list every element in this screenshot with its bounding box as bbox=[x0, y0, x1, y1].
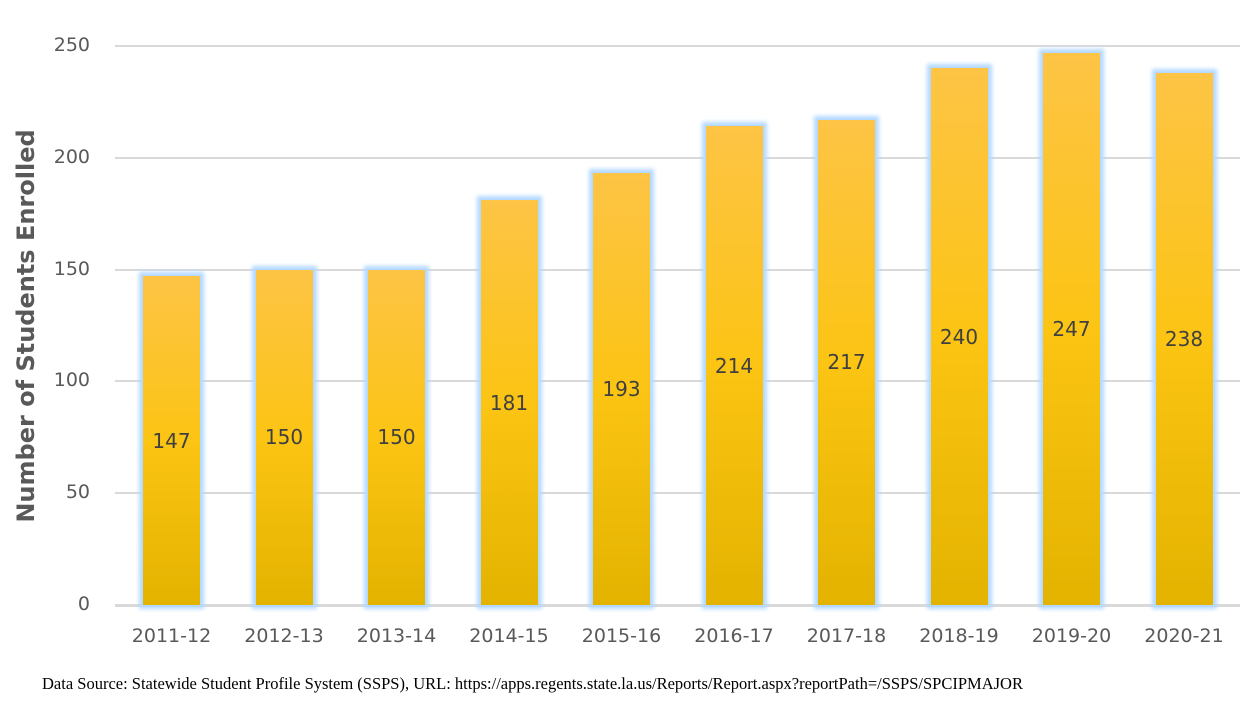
x-tick-label: 2016-17 bbox=[694, 625, 774, 647]
y-axis-title: Number of Students Enrolled bbox=[12, 129, 40, 523]
x-tick-label: 2018-19 bbox=[919, 625, 999, 647]
bar-value-label: 240 bbox=[939, 324, 979, 349]
bar-2019-20 bbox=[1043, 52, 1100, 605]
y-tick-label: 250 bbox=[53, 34, 90, 56]
x-tick-label: 2011-12 bbox=[131, 625, 212, 647]
bar-value-label: 217 bbox=[827, 350, 866, 375]
x-tick-label: 2012-13 bbox=[244, 625, 324, 647]
bar-value-label: 247 bbox=[1052, 316, 1091, 341]
bar-value-label: 193 bbox=[602, 377, 641, 402]
bar-value-label: 238 bbox=[1164, 326, 1204, 351]
bar-value-label: 150 bbox=[377, 425, 416, 450]
x-tick-label: 2014-15 bbox=[469, 625, 549, 647]
bar-value-label: 181 bbox=[489, 390, 529, 415]
x-tick-label: 2013-14 bbox=[356, 625, 437, 647]
bar-2011-12 bbox=[143, 276, 200, 605]
bar-2014-15 bbox=[480, 200, 538, 605]
gridline bbox=[115, 380, 1240, 383]
gridline bbox=[115, 45, 1240, 47]
y-tick-label: 200 bbox=[53, 145, 90, 168]
bar-2016-17 bbox=[705, 126, 763, 605]
x-tick-label: 2015-16 bbox=[581, 625, 662, 647]
bar-2018-19 bbox=[930, 68, 988, 605]
bar-2012-13 bbox=[255, 269, 313, 605]
bar-2013-14 bbox=[368, 269, 425, 605]
data-source-note: Data Source: Statewide Student Profile S… bbox=[42, 674, 1023, 693]
y-tick-label: 0 bbox=[77, 593, 90, 615]
gridline bbox=[115, 156, 1240, 159]
bar-value-label: 150 bbox=[264, 425, 304, 450]
bar-value-label: 147 bbox=[152, 428, 191, 453]
gridline bbox=[115, 604, 1240, 607]
bar-2020-21 bbox=[1155, 72, 1213, 605]
x-tick-label: 2017-18 bbox=[806, 625, 887, 647]
x-tick-label: 2019-20 bbox=[1031, 625, 1112, 647]
gridline bbox=[115, 268, 1240, 271]
y-tick-label: 100 bbox=[53, 369, 90, 392]
bar-value-label: 214 bbox=[714, 353, 754, 378]
y-tick-label: 150 bbox=[53, 257, 90, 280]
y-tick-label: 50 bbox=[65, 481, 90, 504]
bar-2015-16 bbox=[593, 173, 650, 605]
bar-2017-18 bbox=[818, 119, 875, 605]
x-tick-label: 2020-21 bbox=[1144, 625, 1224, 647]
gridline bbox=[115, 492, 1240, 495]
